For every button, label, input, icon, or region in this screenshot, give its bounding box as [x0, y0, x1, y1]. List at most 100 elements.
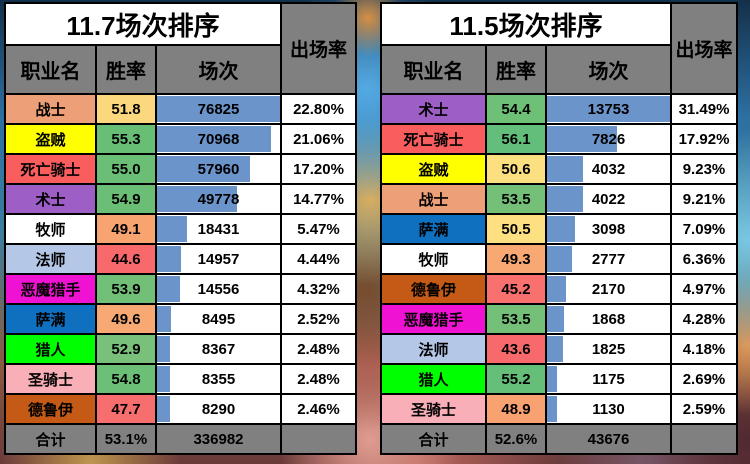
play-rate-cell: 7.09%: [672, 215, 736, 243]
matches-value: 57960: [197, 160, 240, 178]
matches-value: 3098: [591, 220, 626, 238]
matches-value: 7826: [591, 130, 626, 148]
matches-cell: 1130: [547, 395, 670, 423]
matches-cell: 2170: [547, 275, 670, 303]
matches-value: 76825: [197, 100, 240, 118]
class-name-cell: 恶魔猎手: [6, 275, 95, 303]
class-name-cell: 圣骑士: [382, 395, 485, 423]
class-name-cell: 牧师: [6, 215, 95, 243]
play-rate-cell: 9.21%: [672, 185, 736, 213]
column-header-matches: 场次: [157, 46, 280, 93]
win-rate-cell: 55.2: [487, 365, 545, 393]
win-rate-cell: 49.6: [97, 305, 155, 333]
win-rate-cell: 51.8: [97, 95, 155, 123]
play-rate-cell: 2.52%: [282, 305, 355, 333]
matches-cell: 14556: [157, 275, 280, 303]
matches-cell: 13753: [547, 95, 670, 123]
matches-cell: 18431: [157, 215, 280, 243]
matches-data-bar: [547, 126, 617, 152]
matches-data-bar: [157, 276, 181, 302]
class-name-cell: 德鲁伊: [6, 395, 95, 423]
matches-cell: 1868: [547, 305, 670, 333]
win-rate-cell: 55.0: [97, 155, 155, 183]
class-name-cell: 术士: [382, 95, 485, 123]
play-rate-cell: 6.36%: [672, 245, 736, 273]
class-name-cell: 死亡骑士: [6, 155, 95, 183]
play-rate-cell: 2.69%: [672, 365, 736, 393]
matches-value: 70968: [197, 130, 240, 148]
matches-cell: 76825: [157, 95, 280, 123]
matches-data-bar: [547, 306, 564, 332]
class-name-cell: 死亡骑士: [382, 125, 485, 153]
matches-cell: 1825: [547, 335, 670, 363]
matches-cell: 8355: [157, 365, 280, 393]
matches-data-bar: [157, 216, 187, 242]
column-header-class: 职业名: [382, 46, 485, 93]
win-rate-cell: 50.6: [487, 155, 545, 183]
matches-cell: 7826: [547, 125, 670, 153]
matches-data-bar: [547, 396, 558, 422]
class-name-cell: 战士: [6, 95, 95, 123]
matches-data-bar: [547, 96, 670, 122]
matches-value: 13753: [587, 100, 630, 118]
play-rate-cell: 17.92%: [672, 125, 736, 153]
column-header-play-rate: 出场率: [672, 4, 736, 93]
matches-cell: 2777: [547, 245, 670, 273]
class-name-cell: 猎人: [382, 365, 485, 393]
matches-value: 4032: [591, 160, 626, 178]
win-rate-cell: 49.1: [97, 215, 155, 243]
total-win-rate: 52.6%: [487, 425, 545, 453]
win-rate-cell: 54.8: [97, 365, 155, 393]
matches-value: 4022: [591, 190, 626, 208]
column-header-class: 职业名: [6, 46, 95, 93]
play-rate-cell: 4.32%: [282, 275, 355, 303]
win-rate-cell: 53.5: [487, 305, 545, 333]
class-name-cell: 萨满: [6, 305, 95, 333]
column-header-matches: 场次: [547, 46, 670, 93]
matches-cell: 14957: [157, 245, 280, 273]
play-rate-cell: 31.49%: [672, 95, 736, 123]
total-play-rate: [672, 425, 736, 453]
matches-value: 14957: [197, 250, 240, 268]
matches-value: 1175: [592, 370, 625, 388]
win-rate-table-11-7: 11.7场次排序 出场率 职业名 胜率 场次 战士 51.8 76825 22.…: [4, 2, 357, 455]
win-rate-cell: 49.3: [487, 245, 545, 273]
column-header-win-rate: 胜率: [97, 46, 155, 93]
matches-cell: 4032: [547, 155, 670, 183]
total-matches: 43676: [547, 425, 670, 453]
matches-data-bar: [157, 96, 280, 122]
class-name-cell: 战士: [382, 185, 485, 213]
matches-value: 14556: [197, 280, 240, 298]
matches-value: 8367: [201, 340, 236, 358]
matches-value: 49778: [197, 190, 240, 208]
matches-value: 18431: [197, 220, 240, 238]
matches-cell: 57960: [157, 155, 280, 183]
column-header-win-rate: 胜率: [487, 46, 545, 93]
total-label: 合计: [382, 425, 485, 453]
total-matches: 336982: [157, 425, 280, 453]
matches-cell: 8290: [157, 395, 280, 423]
matches-data-bar: [547, 366, 558, 392]
play-rate-cell: 22.80%: [282, 95, 355, 123]
win-rate-cell: 55.3: [97, 125, 155, 153]
matches-cell: 49778: [157, 185, 280, 213]
class-name-cell: 盗贼: [6, 125, 95, 153]
matches-value: 8355: [201, 370, 236, 388]
class-name-cell: 术士: [6, 185, 95, 213]
play-rate-cell: 2.59%: [672, 395, 736, 423]
play-rate-cell: 4.44%: [282, 245, 355, 273]
matches-value: 2170: [591, 280, 626, 298]
matches-data-bar: [547, 246, 572, 272]
class-name-cell: 萨满: [382, 215, 485, 243]
class-name-cell: 牧师: [382, 245, 485, 273]
matches-data-bar: [157, 336, 171, 362]
play-rate-cell: 4.97%: [672, 275, 736, 303]
matches-cell: 8367: [157, 335, 280, 363]
play-rate-cell: 14.77%: [282, 185, 355, 213]
matches-data-bar: [157, 156, 250, 182]
matches-cell: 4022: [547, 185, 670, 213]
matches-data-bar: [547, 276, 567, 302]
win-rate-cell: 54.9: [97, 185, 155, 213]
play-rate-cell: 4.28%: [672, 305, 736, 333]
matches-data-bar: [157, 246, 181, 272]
